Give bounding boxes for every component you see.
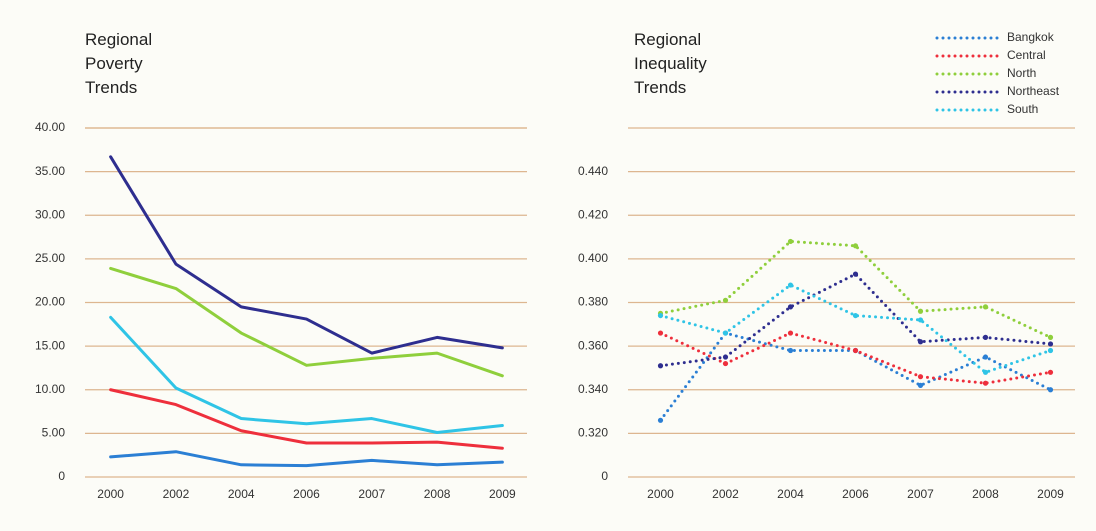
series-line <box>109 266 504 378</box>
series-line <box>109 450 504 468</box>
y-tick-label: 0.360 <box>578 338 608 352</box>
chart-title: Regional Inequality Trends <box>634 30 707 97</box>
point <box>787 282 794 288</box>
point <box>787 330 794 336</box>
x-tick-label: 2007 <box>358 487 385 501</box>
series-line <box>109 315 504 435</box>
x-tick-label: 2004 <box>777 487 804 501</box>
chart-title: Regional Poverty Trends <box>85 30 153 97</box>
x-tick-label: 2006 <box>293 487 320 501</box>
point <box>852 347 859 354</box>
point <box>657 363 664 369</box>
y-tick-label: 30.00 <box>35 207 65 221</box>
x-tick-label: 2000 <box>647 487 674 501</box>
legend-label: North <box>1007 66 1036 80</box>
point <box>917 317 924 323</box>
point <box>917 374 924 380</box>
point <box>982 304 989 310</box>
point <box>1047 387 1054 393</box>
x-tick-label: 2007 <box>907 487 934 501</box>
legend-label: South <box>1007 102 1038 116</box>
x-tick-label: 2009 <box>1037 487 1064 501</box>
point <box>722 330 729 336</box>
point <box>852 243 859 249</box>
point <box>852 312 859 319</box>
x-tick-label: 2006 <box>842 487 869 501</box>
point <box>1047 341 1054 347</box>
series-line <box>109 155 504 355</box>
x-tick-label: 2008 <box>972 487 999 501</box>
point <box>982 380 989 386</box>
point <box>787 347 794 354</box>
point <box>722 297 729 303</box>
point <box>722 354 729 360</box>
y-tick-label: 0.340 <box>578 382 608 396</box>
point <box>917 382 924 388</box>
y-tick-label: 0 <box>58 469 65 483</box>
x-tick-label: 2008 <box>424 487 451 501</box>
y-tick-label: 0.380 <box>578 295 608 309</box>
y-tick-label: 15.00 <box>35 338 65 352</box>
point <box>787 304 794 310</box>
x-tick-label: 2000 <box>97 487 124 501</box>
y-tick-label: 0 <box>601 469 608 483</box>
y-tick-label: 0.320 <box>578 426 608 440</box>
y-tick-label: 35.00 <box>35 164 65 178</box>
y-tick-label: 5.00 <box>42 426 66 440</box>
legend-label: Bangkok <box>1007 30 1055 44</box>
point <box>722 360 729 367</box>
series-line <box>659 283 1052 374</box>
y-tick-label: 0.400 <box>578 251 608 265</box>
point <box>852 271 859 277</box>
point <box>917 308 924 314</box>
y-tick-label: 10.00 <box>35 382 65 396</box>
point <box>982 369 989 375</box>
legend-label: Northeast <box>1007 84 1060 98</box>
y-tick-label: 20.00 <box>35 295 65 309</box>
point <box>657 417 664 423</box>
point <box>1047 334 1054 340</box>
point <box>1047 369 1054 375</box>
series-line <box>659 239 1052 339</box>
y-tick-label: 0.420 <box>578 207 608 221</box>
point <box>657 330 664 336</box>
x-tick-label: 2009 <box>489 487 516 501</box>
y-tick-label: 0.440 <box>578 164 608 178</box>
x-tick-label: 2004 <box>228 487 255 501</box>
y-tick-label: 25.00 <box>35 251 65 265</box>
point <box>787 238 794 245</box>
point <box>982 354 989 360</box>
x-tick-label: 2002 <box>163 487 190 501</box>
point <box>657 312 664 319</box>
x-tick-label: 2002 <box>712 487 739 501</box>
point <box>917 339 924 345</box>
legend-label: Central <box>1007 48 1046 62</box>
series-line <box>109 388 504 450</box>
y-tick-label: 40.00 <box>35 120 65 134</box>
point <box>1047 347 1054 354</box>
point <box>982 334 989 340</box>
